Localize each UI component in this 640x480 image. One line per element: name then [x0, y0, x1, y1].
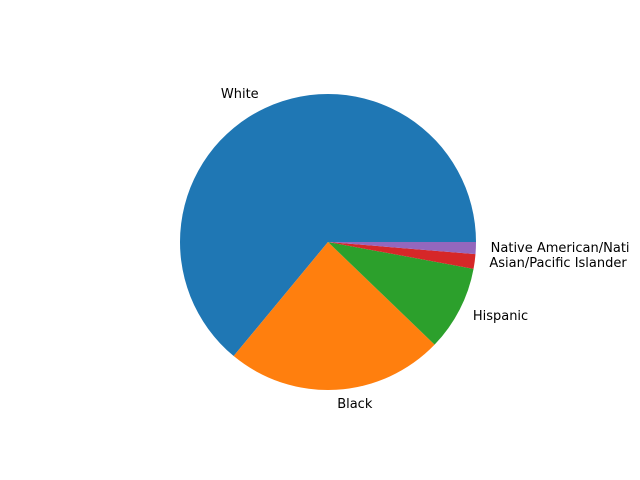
- pie-slice-asian-pacific-islander: [328, 242, 476, 269]
- pie-slice-hispanic: [328, 242, 474, 345]
- pie-label-native-american-nati: Native American/Nati: [491, 241, 630, 256]
- pie-slice-native-american-nati: [328, 242, 476, 255]
- pie-labels: White Black Hispanic Asian/Pacific Islander…: [221, 87, 630, 412]
- pie-label-asian-pacific-islander: Asian/Pacific Islander: [489, 256, 627, 271]
- pie-slices: [180, 94, 476, 390]
- pie-label-white: White: [221, 87, 259, 102]
- pie-slice-black: [233, 242, 435, 390]
- pie-slice-white: [180, 94, 476, 357]
- pie-label-hispanic: Hispanic: [473, 309, 528, 324]
- pie-label-black: Black: [337, 397, 373, 412]
